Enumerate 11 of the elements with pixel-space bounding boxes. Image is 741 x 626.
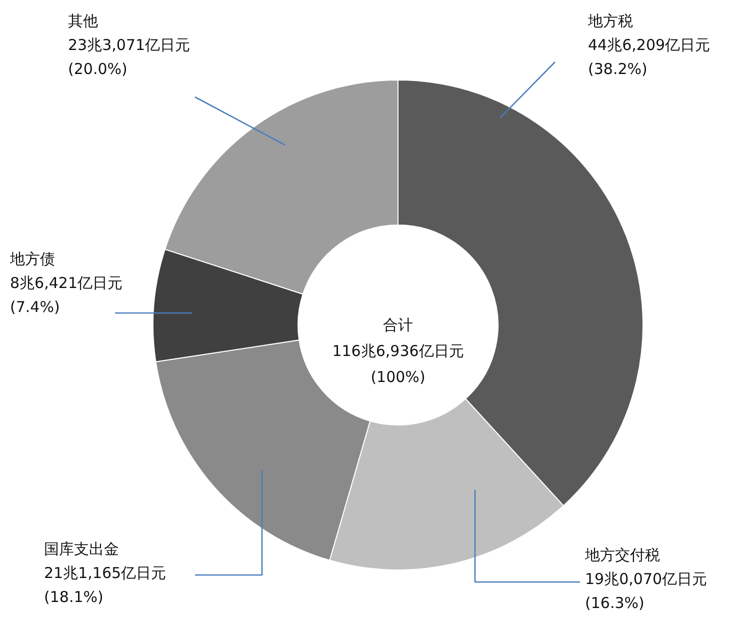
slice-label: 国库支出金 <box>44 540 119 558</box>
slice-label: 地方税 <box>587 12 633 30</box>
data-label: 21兆1,165亿日元 (18.1%) <box>44 564 166 606</box>
data-label: 19兆0,070亿日元 (16.3%) <box>585 570 708 612</box>
slice-label: 其他 <box>68 12 98 30</box>
data-label: 23兆3,071亿日元 (20.0%) <box>68 36 190 78</box>
data-label: 44兆6,209亿日元 (38.2%) <box>588 36 710 78</box>
text: 合计 116兆6,936亿日元 (100%) <box>332 316 464 386</box>
slice-label: 地方债 <box>9 250 55 268</box>
slice-label: 地方交付税 <box>584 546 660 564</box>
data-label: 8兆6,421亿日元 (7.4%) <box>10 274 122 316</box>
